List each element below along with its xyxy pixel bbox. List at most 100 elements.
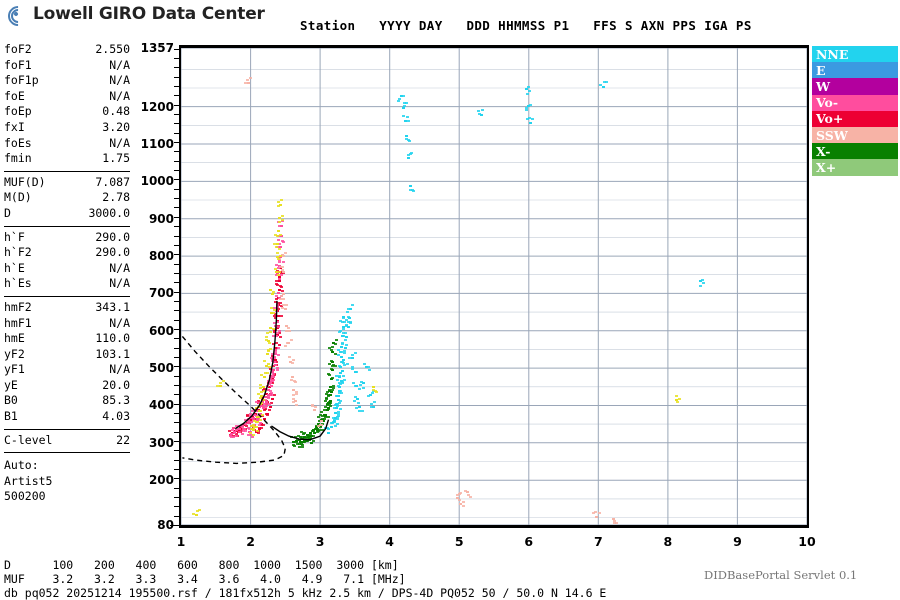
param-key: fmin <box>4 151 32 166</box>
param-divider <box>4 428 130 430</box>
param-key: yE <box>4 377 18 392</box>
param-value: 22 <box>116 432 130 447</box>
servlet-label: DIDBasePortal Servlet 0.1 <box>704 568 858 582</box>
auto-line: 500200 <box>4 489 46 504</box>
auto-line: Auto: <box>4 458 39 473</box>
param-divider <box>4 452 130 454</box>
auto-line: Artist5 <box>4 473 53 488</box>
y-tick-label: 600 <box>148 323 174 338</box>
param-key: MUF(D) <box>4 174 46 189</box>
file-info-line: db pq052 20251214 195500.rsf / 181fx512h… <box>4 586 607 600</box>
param-row-clevel: C-level 22 <box>4 433 130 449</box>
param-row-fof1p: foF1p N/A <box>4 73 130 89</box>
param-divider <box>4 295 130 297</box>
param-row-hmf2: hmF2 343.1 <box>4 300 130 316</box>
legend-item-x[interactable]: X+ <box>812 159 898 176</box>
param-key: C-level <box>4 432 53 447</box>
y-tick-label: 800 <box>148 249 174 264</box>
x-tick-label: 1 <box>176 534 186 549</box>
param-key: yF1 <box>4 362 25 377</box>
param-row-foep: foEp 0.48 <box>4 104 130 120</box>
x-tick-label: 9 <box>733 534 742 549</box>
x-tick-label: 6 <box>524 534 534 549</box>
param-value: N/A <box>109 276 130 291</box>
y-axis-labels: 80 200 300 400 500 600 700 800 900 1000 1100 1200 13… <box>126 41 174 532</box>
brand-logo: Lowell GIRO Data Center <box>3 1 265 31</box>
param-key: h`F2 <box>4 245 32 260</box>
fitted-curves-layer <box>181 300 330 465</box>
param-key: foF1p <box>4 73 39 88</box>
param-value: 103.1 <box>95 346 130 361</box>
param-row-hf2: h`F2 290.0 <box>4 245 130 261</box>
auto-scaler-info: Auto: Artist5 500200 <box>4 458 130 505</box>
param-key: foEp <box>4 104 32 119</box>
param-key: B1 <box>4 409 18 424</box>
param-row-hmf1: hmF1 N/A <box>4 316 130 332</box>
y-axis-ticks <box>170 45 179 528</box>
param-value: 85.3 <box>102 393 130 408</box>
param-row-fof2: foF2 2.550 <box>4 42 130 58</box>
color-legend[interactable]: NNE E W Vo- Vo+ SSW X- X+ <box>812 46 898 176</box>
x-tick-label: 8 <box>663 534 673 549</box>
param-key: hmF2 <box>4 299 32 314</box>
y-tick-label: 200 <box>148 473 174 488</box>
y-tick-label: 700 <box>148 286 174 301</box>
param-group: MUF(D) 7.087 M(D) 2.78 D 3000.0 <box>4 175 130 224</box>
param-row-md: M(D) 2.78 <box>4 190 130 206</box>
param-row-b0: B0 85.3 <box>4 393 130 409</box>
param-value: 20.0 <box>102 377 130 392</box>
param-key: h`Es <box>4 276 32 291</box>
d-row: D 100 200 400 600 800 1000 1500 3000 [km… <box>4 558 399 572</box>
param-value: N/A <box>109 135 130 150</box>
x-tick-label: 7 <box>593 534 603 549</box>
legend-item-nne[interactable]: NNE <box>812 46 898 63</box>
param-value: 1.75 <box>102 151 130 166</box>
param-value: 2.78 <box>102 190 130 205</box>
legend-item-e[interactable]: E <box>812 62 898 79</box>
legend-item-w[interactable]: W <box>812 78 898 95</box>
legend-item-vo[interactable]: Vo+ <box>812 110 898 127</box>
y-tick-label: 300 <box>148 435 174 450</box>
param-key: h`E <box>4 260 25 275</box>
param-row-b1: B1 4.03 <box>4 409 130 425</box>
y-tick-label: 1200 <box>140 99 174 114</box>
brand-name: Lowell GIRO Data Center <box>33 4 265 24</box>
param-value: 343.1 <box>95 299 130 314</box>
param-key: foE <box>4 88 25 103</box>
param-row-fmin: fmin 1.75 <box>4 151 130 167</box>
param-key: foEs <box>4 135 32 150</box>
ionogram-plot[interactable] <box>179 45 809 528</box>
param-key: D <box>4 205 11 220</box>
param-value: N/A <box>109 315 130 330</box>
x-axis-labels: 1 2 3 4 5 6 7 8 9 10 <box>176 534 816 552</box>
param-key: B0 <box>4 393 18 408</box>
param-value: N/A <box>109 88 130 103</box>
y-tick-label: 1357 <box>140 41 174 55</box>
param-value: 7.087 <box>95 174 130 189</box>
param-row-mufd: MUF(D) 7.087 <box>4 175 130 191</box>
param-value: 3.20 <box>102 119 130 134</box>
param-row-hme: hmE 110.0 <box>4 331 130 347</box>
param-row-he: h`E N/A <box>4 261 130 277</box>
param-group: C-level 22 <box>4 433 130 451</box>
x-tick-label: 10 <box>798 534 816 549</box>
param-row-fxi: fxI 3.20 <box>4 120 130 136</box>
param-value: 4.03 <box>102 409 130 424</box>
legend-item-x[interactable]: X- <box>812 143 898 160</box>
legend-item-ssw[interactable]: SSW <box>812 126 898 144</box>
param-key: h`F <box>4 229 25 244</box>
x-tick-label: 4 <box>385 534 395 549</box>
param-value: 2.550 <box>95 42 130 56</box>
legend-item-vo[interactable]: Vo- <box>812 94 898 111</box>
d-muf-table: D 100 200 400 600 800 1000 1500 3000 [km… <box>4 558 406 586</box>
param-key: foF2 <box>4 42 32 56</box>
param-value: N/A <box>109 57 130 72</box>
param-key: hmF1 <box>4 315 32 330</box>
param-row-foes: foEs N/A <box>4 136 130 152</box>
y-tick-label: 1100 <box>140 136 174 151</box>
y-tick-label: 500 <box>148 361 174 376</box>
muf-row: MUF 3.2 3.2 3.3 3.4 3.6 4.0 4.9 7.1 [MHz… <box>4 572 406 586</box>
param-row-hf: h`F 290.0 <box>4 230 130 246</box>
x-tick-label: 3 <box>315 534 325 549</box>
param-divider <box>4 170 130 172</box>
